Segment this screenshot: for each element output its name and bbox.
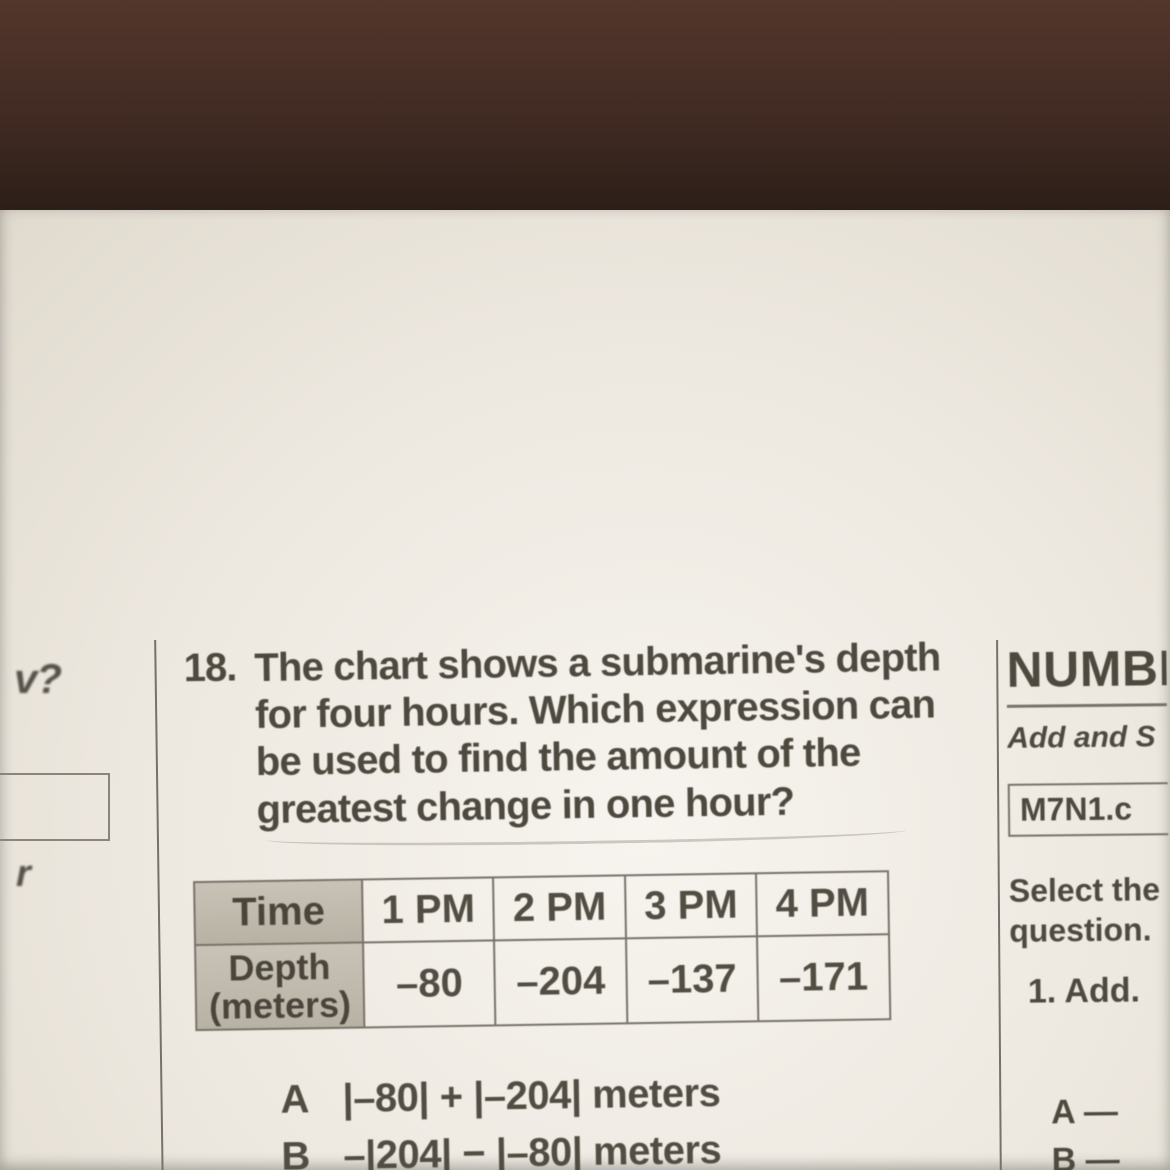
table-row: Depth(meters) –80 –204 –137 –171: [195, 934, 890, 1030]
select-instruction: Select the question.: [1009, 869, 1170, 951]
right-subheading: Add and S: [1007, 720, 1167, 756]
depth-cell-4: –171: [757, 934, 890, 1022]
left-column-fragment: v? r: [0, 655, 150, 896]
question-18: 18. The chart shows a submarine's depth …: [183, 634, 976, 835]
time-cell-3: 3 PM: [625, 873, 757, 938]
right-column-fragment: NUMBE Add and S M7N1.c Select the questi…: [1006, 639, 1170, 1170]
row-header-depth: Depth(meters): [195, 942, 364, 1030]
row-header-time: Time: [194, 879, 363, 945]
middle-column: 18. The chart shows a submarine's depth …: [183, 634, 986, 1170]
column-divider-left: [154, 640, 164, 1170]
choice-a-label: A: [280, 1072, 317, 1129]
right-heading-rule: [1007, 703, 1167, 708]
depth-cell-3: –137: [626, 936, 759, 1024]
right-item-1-options: A — B — 4 D 5: [1011, 1088, 1170, 1170]
answer-choices: A |–80| + |–204| meters B –|204| − |–80|…: [280, 1061, 983, 1170]
worksheet-page: v? r 18. The chart shows a submarine's d…: [0, 210, 1170, 1170]
left-fragment-text-top: v?: [0, 655, 150, 703]
right-opt-b: B —: [1051, 1136, 1170, 1170]
right-heading: NUMBE: [1006, 639, 1167, 699]
right-item-1: 1. Add.: [1010, 971, 1170, 1012]
left-fragment-box: [0, 773, 110, 841]
right-opt-a: A —: [1051, 1088, 1170, 1137]
choice-a-text: |–80| + |–204| meters: [342, 1065, 721, 1128]
depth-cell-2: –204: [494, 938, 627, 1026]
table-row: Time 1 PM 2 PM 3 PM 4 PM: [194, 871, 888, 945]
choice-b-label: B: [281, 1128, 318, 1170]
desk-background: [0, 0, 1170, 210]
time-cell-2: 2 PM: [493, 875, 625, 940]
depth-cell-1: –80: [363, 940, 496, 1028]
time-cell-4: 4 PM: [756, 871, 888, 936]
question-18-stem: The chart shows a submarine's depth for …: [254, 634, 976, 834]
choice-b-text: –|204| − |–80| meters: [343, 1122, 722, 1170]
submarine-depth-table: Time 1 PM 2 PM 3 PM 4 PM Depth(meters) –…: [193, 870, 891, 1031]
column-divider-right: [996, 640, 1002, 1170]
left-fragment-text-bottom: r: [0, 853, 150, 896]
time-cell-1: 1 PM: [362, 877, 494, 942]
standard-code-box: M7N1.c: [1008, 782, 1170, 837]
question-18-number: 18.: [183, 645, 236, 691]
